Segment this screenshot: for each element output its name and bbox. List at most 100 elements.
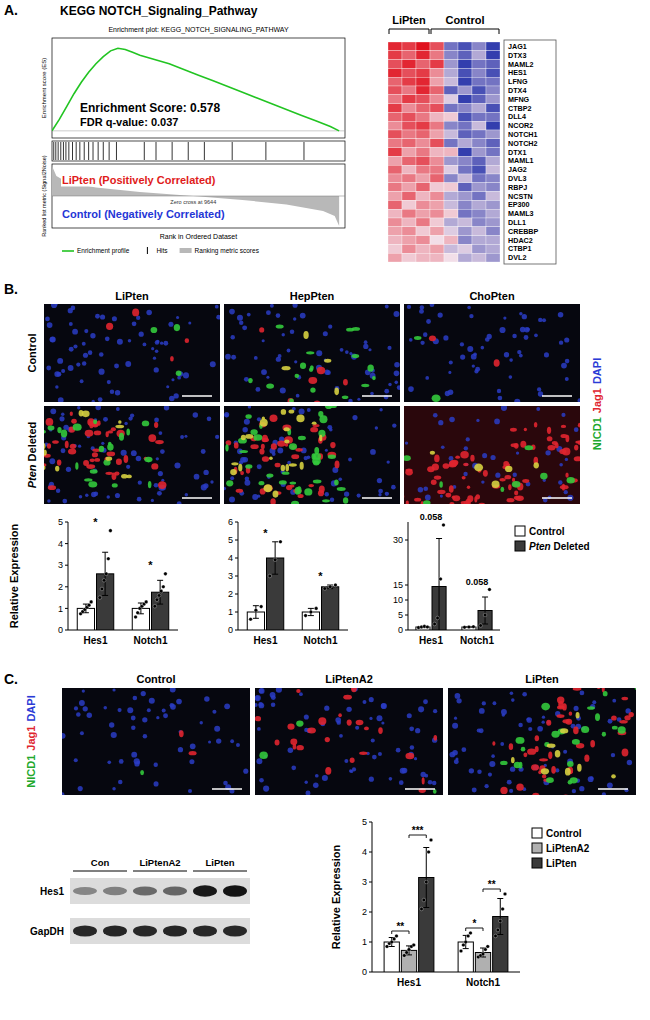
stain-signal <box>266 383 274 388</box>
stain-signal <box>328 455 336 459</box>
stain-signal <box>52 440 59 444</box>
stain-signal <box>97 420 100 426</box>
nucleus <box>262 339 265 342</box>
heatmap-cell <box>388 121 402 130</box>
nucleus <box>338 477 342 481</box>
heatmap-cell <box>402 130 416 139</box>
heatmap-cell <box>430 244 444 253</box>
micrograph-background <box>255 688 443 795</box>
heatmap-cell <box>388 227 402 236</box>
stain-signal <box>48 426 55 431</box>
stain-signal <box>577 764 582 772</box>
hit <box>109 142 110 160</box>
nucleus <box>203 470 208 475</box>
nucleus <box>534 333 538 337</box>
stain-signal <box>245 434 253 439</box>
heatmap-cell <box>458 130 472 139</box>
heatmap-cell <box>472 253 486 262</box>
nucleus <box>257 727 261 731</box>
nucleus <box>502 713 505 716</box>
data-point <box>462 943 466 947</box>
stain-signal <box>116 458 122 465</box>
stain-signal <box>334 480 339 486</box>
nucleus <box>225 354 231 360</box>
nucleus <box>418 487 424 493</box>
heatmap-cell <box>486 227 500 236</box>
legend-swatch <box>532 828 542 838</box>
heatmap-cell <box>388 112 402 121</box>
stain-signal <box>310 427 318 432</box>
nucleus <box>500 742 504 746</box>
data-point <box>159 589 163 593</box>
nucleus <box>230 739 234 743</box>
tick-mark <box>235 630 238 631</box>
nucleus <box>469 314 473 318</box>
nucleus <box>449 417 455 423</box>
nucleus <box>512 334 517 339</box>
heatmap-cell <box>444 51 458 60</box>
nucleus <box>132 321 137 326</box>
nucleus <box>407 305 411 309</box>
heatmap-cell <box>486 86 500 95</box>
micrograph-background <box>448 688 636 795</box>
stain-signal <box>88 481 97 487</box>
stain-signal <box>44 449 47 455</box>
tick-label: 4 <box>228 553 233 563</box>
data-point <box>98 596 102 600</box>
stain-signal <box>372 376 376 380</box>
nucleus <box>574 427 579 432</box>
data-point <box>157 594 161 598</box>
stain-signal <box>295 448 303 452</box>
tick-label: 5 <box>228 535 233 545</box>
stain-signal <box>342 395 349 399</box>
nucleus <box>325 449 328 452</box>
nucleus <box>126 465 130 469</box>
stain-signal <box>238 464 242 472</box>
nucleus <box>507 780 512 785</box>
nucleus <box>396 748 401 753</box>
nucleus <box>399 780 404 785</box>
nucleus <box>316 350 322 356</box>
significance-label: ** <box>396 921 404 932</box>
tick-mark <box>405 630 408 631</box>
nucleus <box>229 309 235 315</box>
tick-mark <box>65 543 68 544</box>
data-point <box>424 880 428 884</box>
heatmap-cell <box>430 60 444 69</box>
stain-signal <box>322 499 330 502</box>
nucleus <box>456 698 461 703</box>
nucleus <box>259 689 264 694</box>
stain-signal <box>516 784 523 791</box>
heatmap-cell <box>444 236 458 245</box>
stain-signal <box>463 463 469 466</box>
heatmap: LiPtenControlJAG1DTX3MAML2HES1LFNGDTX4MF… <box>388 14 556 264</box>
data-point <box>483 613 487 617</box>
nucleus <box>514 399 520 402</box>
nucleus <box>276 313 281 318</box>
heatmap-cell <box>458 192 472 201</box>
nucleus <box>87 713 92 718</box>
nucleus <box>216 738 221 743</box>
western-blot: ConLiPtenA2LiPtenHes1GapDH <box>30 857 250 944</box>
stain-signal <box>65 441 69 448</box>
hit <box>68 142 69 160</box>
heatmap-cell <box>444 244 458 253</box>
nucleus <box>381 703 387 709</box>
nucleus <box>190 743 196 749</box>
stain-signal <box>107 452 116 457</box>
nucleus <box>565 458 568 461</box>
nucleus <box>428 780 433 785</box>
stain-signal <box>261 444 265 450</box>
nucleus <box>259 703 265 709</box>
heatmap-cell <box>458 244 472 253</box>
heatmap-cell <box>416 156 430 165</box>
nucleus <box>377 478 382 483</box>
stain-signal <box>270 415 278 423</box>
heatmap-cell <box>388 236 402 245</box>
stain-signal <box>433 735 437 741</box>
heatmap-cell <box>486 77 500 86</box>
nucleus <box>131 726 136 731</box>
data-point <box>249 617 253 621</box>
nucleus <box>509 789 513 793</box>
nucleus <box>386 460 389 463</box>
